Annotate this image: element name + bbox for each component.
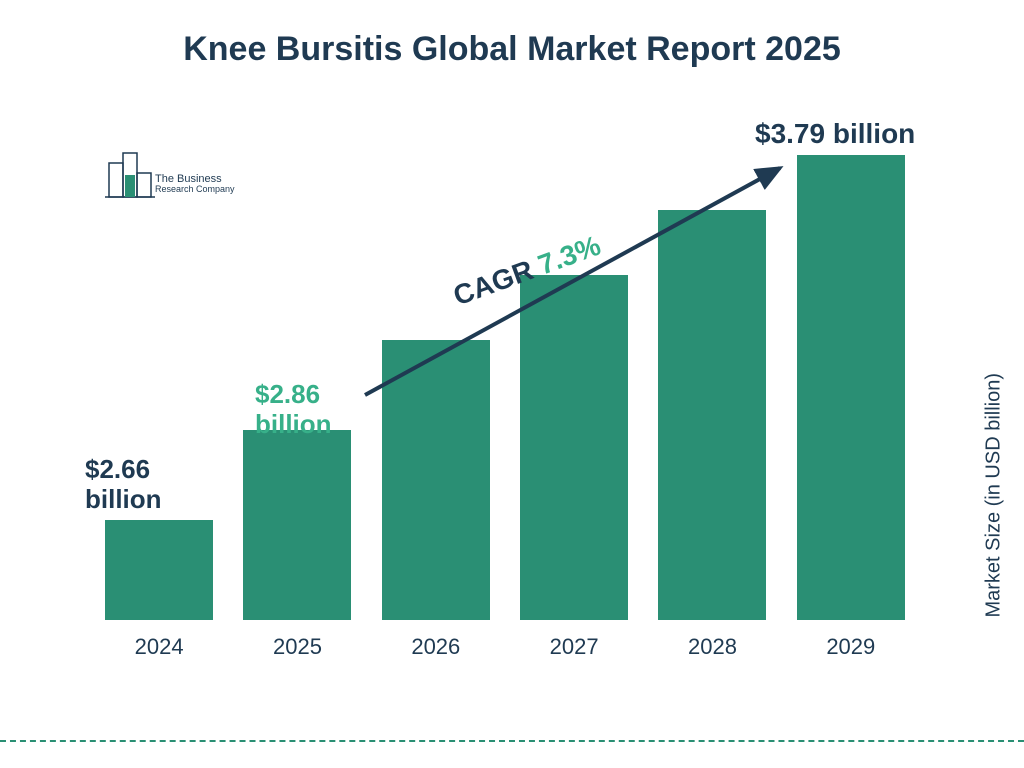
callout-2024-line1: $2.66 [85,455,162,485]
callout-2024-line2: billion [85,485,162,515]
bars-container [90,120,920,620]
x-label-4: 2028 [652,626,772,660]
bar-2025 [243,430,351,620]
x-label-3: 2027 [514,626,634,660]
bar-chart: 2024 2025 2026 2027 2028 2029 [90,120,920,660]
y-axis-label: Market Size (in USD billion) [983,373,1006,618]
bar-2029 [797,155,905,620]
callout-2025: $2.86 billion [255,380,332,440]
x-label-1: 2025 [237,626,357,660]
x-label-2: 2026 [376,626,496,660]
chart-title: Knee Bursitis Global Market Report 2025 [0,30,1024,69]
callout-2029: $3.79 billion [755,118,915,150]
bar-2024 [105,520,213,620]
x-label-5: 2029 [791,626,911,660]
bottom-dashed-line [0,740,1024,742]
x-label-0: 2024 [99,626,219,660]
bar-2027 [520,275,628,620]
bar-2026 [382,340,490,620]
x-axis-labels: 2024 2025 2026 2027 2028 2029 [90,626,920,660]
callout-2024: $2.66 billion [85,455,162,515]
callout-2025-line2: billion [255,410,332,440]
callout-2025-line1: $2.86 [255,380,332,410]
bar-2028 [658,210,766,620]
